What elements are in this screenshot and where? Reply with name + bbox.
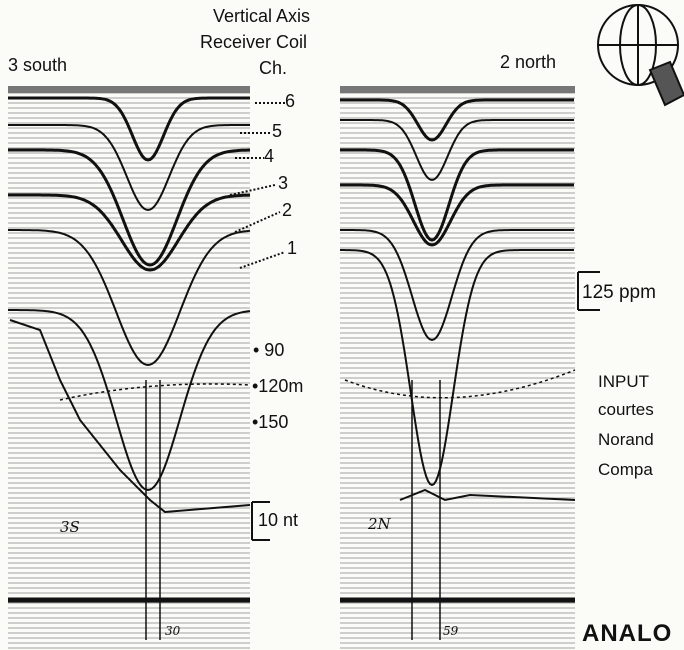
altitude-label-90: • 90 bbox=[253, 340, 285, 360]
title-line-1: Vertical Axis bbox=[213, 6, 311, 26]
channel-leaders bbox=[229, 102, 286, 269]
credit-line-4: Compa bbox=[598, 460, 653, 479]
globe-logo-icon bbox=[597, 4, 684, 107]
magnetometer-left bbox=[9, 319, 251, 514]
trace-left-ch2 bbox=[8, 229, 251, 367]
ppm-scale-label: 125 ppm bbox=[582, 282, 656, 303]
nt-scale-label: 10 nt bbox=[258, 510, 299, 530]
trace-right-ch5 bbox=[340, 119, 574, 182]
channel-label-2: 2 bbox=[282, 200, 293, 220]
altimeter-left bbox=[59, 383, 251, 401]
em-traces bbox=[8, 96, 576, 640]
channel-label-5: 5 bbox=[272, 121, 283, 141]
magnetometer-right bbox=[399, 488, 576, 502]
right-panel-grid bbox=[340, 86, 575, 649]
altimeter-right bbox=[344, 369, 576, 399]
trace-right-ch4 bbox=[340, 148, 574, 242]
left-fiducial: 30 bbox=[165, 624, 181, 638]
credit-line-3: Norand bbox=[598, 430, 654, 449]
trace-left-ch5 bbox=[8, 124, 250, 212]
channel-label-4: 4 bbox=[264, 146, 275, 166]
trace-right-ch6 bbox=[340, 98, 574, 142]
credit-line-1: INPUT bbox=[598, 372, 649, 391]
altitude-label-120: •120m bbox=[252, 376, 304, 396]
right-fiducial: 59 bbox=[443, 624, 459, 638]
trace-left-ch3 bbox=[8, 193, 251, 272]
trace-left-ch1 bbox=[8, 309, 251, 492]
trace-left-ch6 bbox=[8, 96, 250, 162]
footer-heading: ANALO bbox=[582, 620, 673, 647]
channel-label-1: 1 bbox=[287, 238, 298, 258]
channel-heading: Ch. bbox=[259, 58, 288, 78]
title-line-2: Receiver Coil bbox=[200, 32, 308, 52]
left-handwritten-mark: 3S bbox=[60, 518, 80, 536]
altitude-label-150: •150 bbox=[252, 412, 289, 432]
right-panel-label: 2 north bbox=[500, 52, 557, 72]
nt-scale-bracket bbox=[251, 501, 270, 541]
ppm-scale-bracket bbox=[577, 271, 600, 311]
right-handwritten-mark: 2N bbox=[368, 515, 391, 533]
left-panel-label: 3 south bbox=[8, 55, 68, 75]
left-panel-grid bbox=[8, 86, 250, 649]
channel-label-6: 6 bbox=[285, 91, 296, 111]
trace-right-ch2 bbox=[340, 229, 574, 342]
trace-left-ch4 bbox=[8, 148, 250, 267]
credit-line-2: courtes bbox=[598, 400, 654, 419]
trace-right-ch3 bbox=[340, 183, 574, 247]
channel-label-3: 3 bbox=[278, 173, 289, 193]
trace-right-ch1 bbox=[340, 249, 574, 487]
